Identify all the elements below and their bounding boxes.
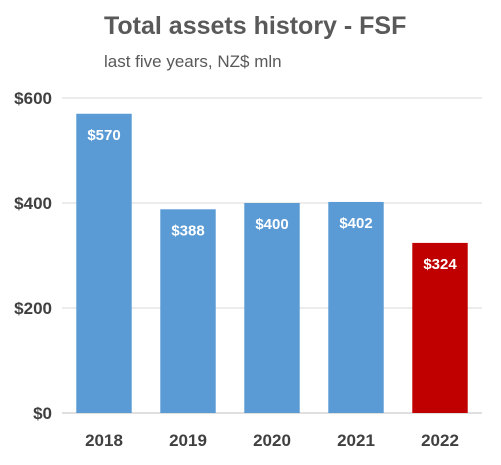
data-labels: $570 $388 $400 $402 $324 [87,127,457,273]
y-axis-ticks: $0 $200 $400 $600 [14,89,52,423]
y-tick-label: $400 [14,194,52,213]
y-tick-label: $200 [14,299,52,318]
bar-2022 [412,242,468,413]
x-tick-label: 2021 [337,431,375,450]
data-label: $570 [87,127,120,144]
chart-subtitle: last five years, NZ$ mln [104,52,282,71]
bar-2019 [160,209,216,413]
x-tick-label: 2022 [421,431,459,450]
bar-2020 [244,203,300,413]
bars [76,113,468,413]
data-label: $402 [339,215,372,232]
x-tick-label: 2020 [253,431,291,450]
y-tick-label: $0 [33,404,52,423]
data-label: $400 [255,216,288,233]
bar-2018 [76,113,132,413]
data-label: $324 [423,256,457,273]
x-tick-label: 2018 [85,431,123,450]
chart-title: Total assets history - FSF [104,12,407,40]
x-tick-label: 2019 [169,431,207,450]
y-tick-label: $600 [14,89,52,108]
bar-2021 [328,201,384,413]
data-label: $388 [171,222,204,239]
x-axis-ticks: 2018 2019 2020 2021 2022 [85,431,459,450]
